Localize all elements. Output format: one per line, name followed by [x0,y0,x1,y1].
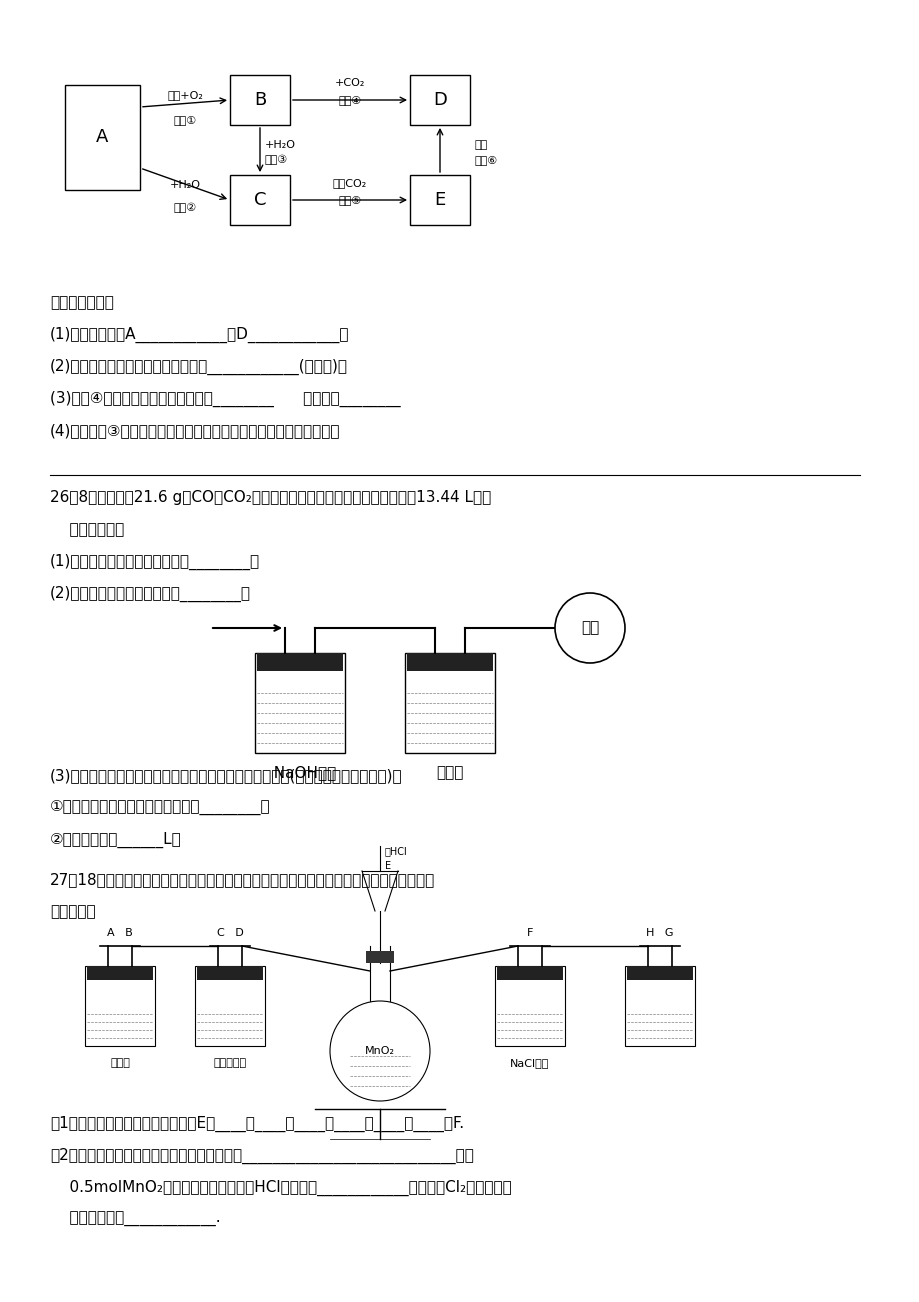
Text: 下的体积约为____________.: 下的体积约为____________. [50,1212,221,1226]
Text: 反应①: 反应① [173,115,197,125]
Text: (2)以上反应中属于氧化还原反应的有____________(填序号)。: (2)以上反应中属于氧化还原反应的有____________(填序号)。 [50,359,347,375]
Text: B: B [254,91,266,109]
Text: D: D [433,91,447,109]
Bar [496,966,562,980]
Text: 反应⑥: 反应⑥ [474,155,498,165]
Circle shape [554,592,624,663]
Text: 浓硫酸: 浓硫酸 [436,766,463,780]
Text: NaOH溶液: NaOH溶液 [264,766,335,780]
Text: 反应④: 反应④ [338,95,361,105]
Bar [255,654,345,753]
Text: (3)将混合气体依次通过如图所示装置，最后收集在气球中(实验在标准状况下测定)。: (3)将混合气体依次通过如图所示装置，最后收集在气球中(实验在标准状况下测定)。 [50,768,403,783]
Bar [406,654,493,671]
Text: E: E [384,861,391,871]
Bar [624,966,694,1046]
Text: （2）气体发生装置中进行的反应化学方程式是____________________________；当: （2）气体发生装置中进行的反应化学方程式是___________________… [50,1148,473,1164]
Bar [87,966,153,980]
Text: (3)反应④的化学方程式中：氧化剂是________      还原剂是________: (3)反应④的化学方程式中：氧化剂是________ 还原剂是________ [50,391,400,408]
Text: 气球: 气球 [580,621,598,635]
Text: 过量CO₂: 过量CO₂ [333,178,367,187]
Text: 浓HCl: 浓HCl [384,846,407,855]
Text: 仪器如图：: 仪器如图： [50,904,96,919]
Bar [230,76,289,125]
Bar [195,966,265,1046]
Text: 点燃+O₂: 点燃+O₂ [167,90,203,100]
Text: 26（8分）、现有21.6 g由CO和CO₂组成的混合气体，在标准状况下其体积为13.44 L。回: 26（8分）、现有21.6 g由CO和CO₂组成的混合气体，在标准状况下其体积为… [50,490,491,505]
Bar [197,966,263,980]
Text: ①气球中收集到的气体的摩尔质量为________。: ①气球中收集到的气体的摩尔质量为________。 [50,799,270,815]
Bar [85,966,154,1046]
Text: H   G: H G [645,928,673,937]
Bar [230,174,289,225]
Bar [366,950,393,963]
Bar [627,966,692,980]
Bar [404,654,494,753]
Text: 饱和食盐水: 饱和食盐水 [213,1059,246,1068]
Bar [65,85,140,190]
Text: C: C [254,191,266,210]
Text: 答下列问题：: 答下列问题： [50,522,124,536]
Text: F: F [527,928,533,937]
Text: 反应②: 反应② [173,203,197,214]
Text: 反应⑤: 反应⑤ [338,195,361,204]
Text: +H₂O: +H₂O [265,141,296,150]
Text: +CO₂: +CO₂ [335,78,365,89]
Text: (2)混合气体中碳原子的质量为________。: (2)混合气体中碳原子的质量为________。 [50,586,251,603]
Bar [410,76,470,125]
Text: 27（18分）、在实验室中用二氧化锇跟浓盐酸反应制备干燥纯净的氯气．进行此实验，所用: 27（18分）、在实验室中用二氧化锇跟浓盐酸反应制备干燥纯净的氯气．进行此实验，… [50,872,435,887]
Text: 加热: 加热 [474,141,488,150]
Bar [494,966,564,1046]
Text: A   B: A B [107,928,132,937]
Text: A: A [96,129,108,147]
Text: (4)写出反应③的化学方程式：并用双线桥法标出电子转移方向和数目: (4)写出反应③的化学方程式：并用双线桥法标出电子转移方向和数目 [50,423,340,437]
Text: ②气球的体积为______L。: ②气球的体积为______L。 [50,832,182,848]
Text: C   D: C D [216,928,244,937]
Text: 反应③: 反应③ [265,155,288,165]
Bar [410,174,470,225]
Text: (1)写出化学式：A____________，D____________。: (1)写出化学式：A____________，D____________。 [50,327,349,344]
Bar [256,654,343,671]
Text: 0.5molMnO₂参与反应时，被氧化的HCl的质量为____________，生成的Cl₂在标准状况: 0.5molMnO₂参与反应时，被氧化的HCl的质量为____________，… [50,1180,511,1197]
Text: NaCl溶液: NaCl溶液 [510,1059,549,1068]
Text: E: E [434,191,445,210]
Text: (1)该混合气体的平均摩尔质量为________。: (1)该混合气体的平均摩尔质量为________。 [50,553,260,570]
Text: （1）连接上述仪器的正确顺序是：E接____，____接____，____接____，____接F.: （1）连接上述仪器的正确顺序是：E接____，____接____，____接__… [50,1116,463,1133]
Text: MnO₂: MnO₂ [365,1046,394,1056]
Circle shape [330,1001,429,1101]
Text: +H₂O: +H₂O [169,180,200,190]
Text: 填写下列空白：: 填写下列空白： [50,296,114,310]
Text: 浓硫酸: 浓硫酸 [110,1059,130,1068]
